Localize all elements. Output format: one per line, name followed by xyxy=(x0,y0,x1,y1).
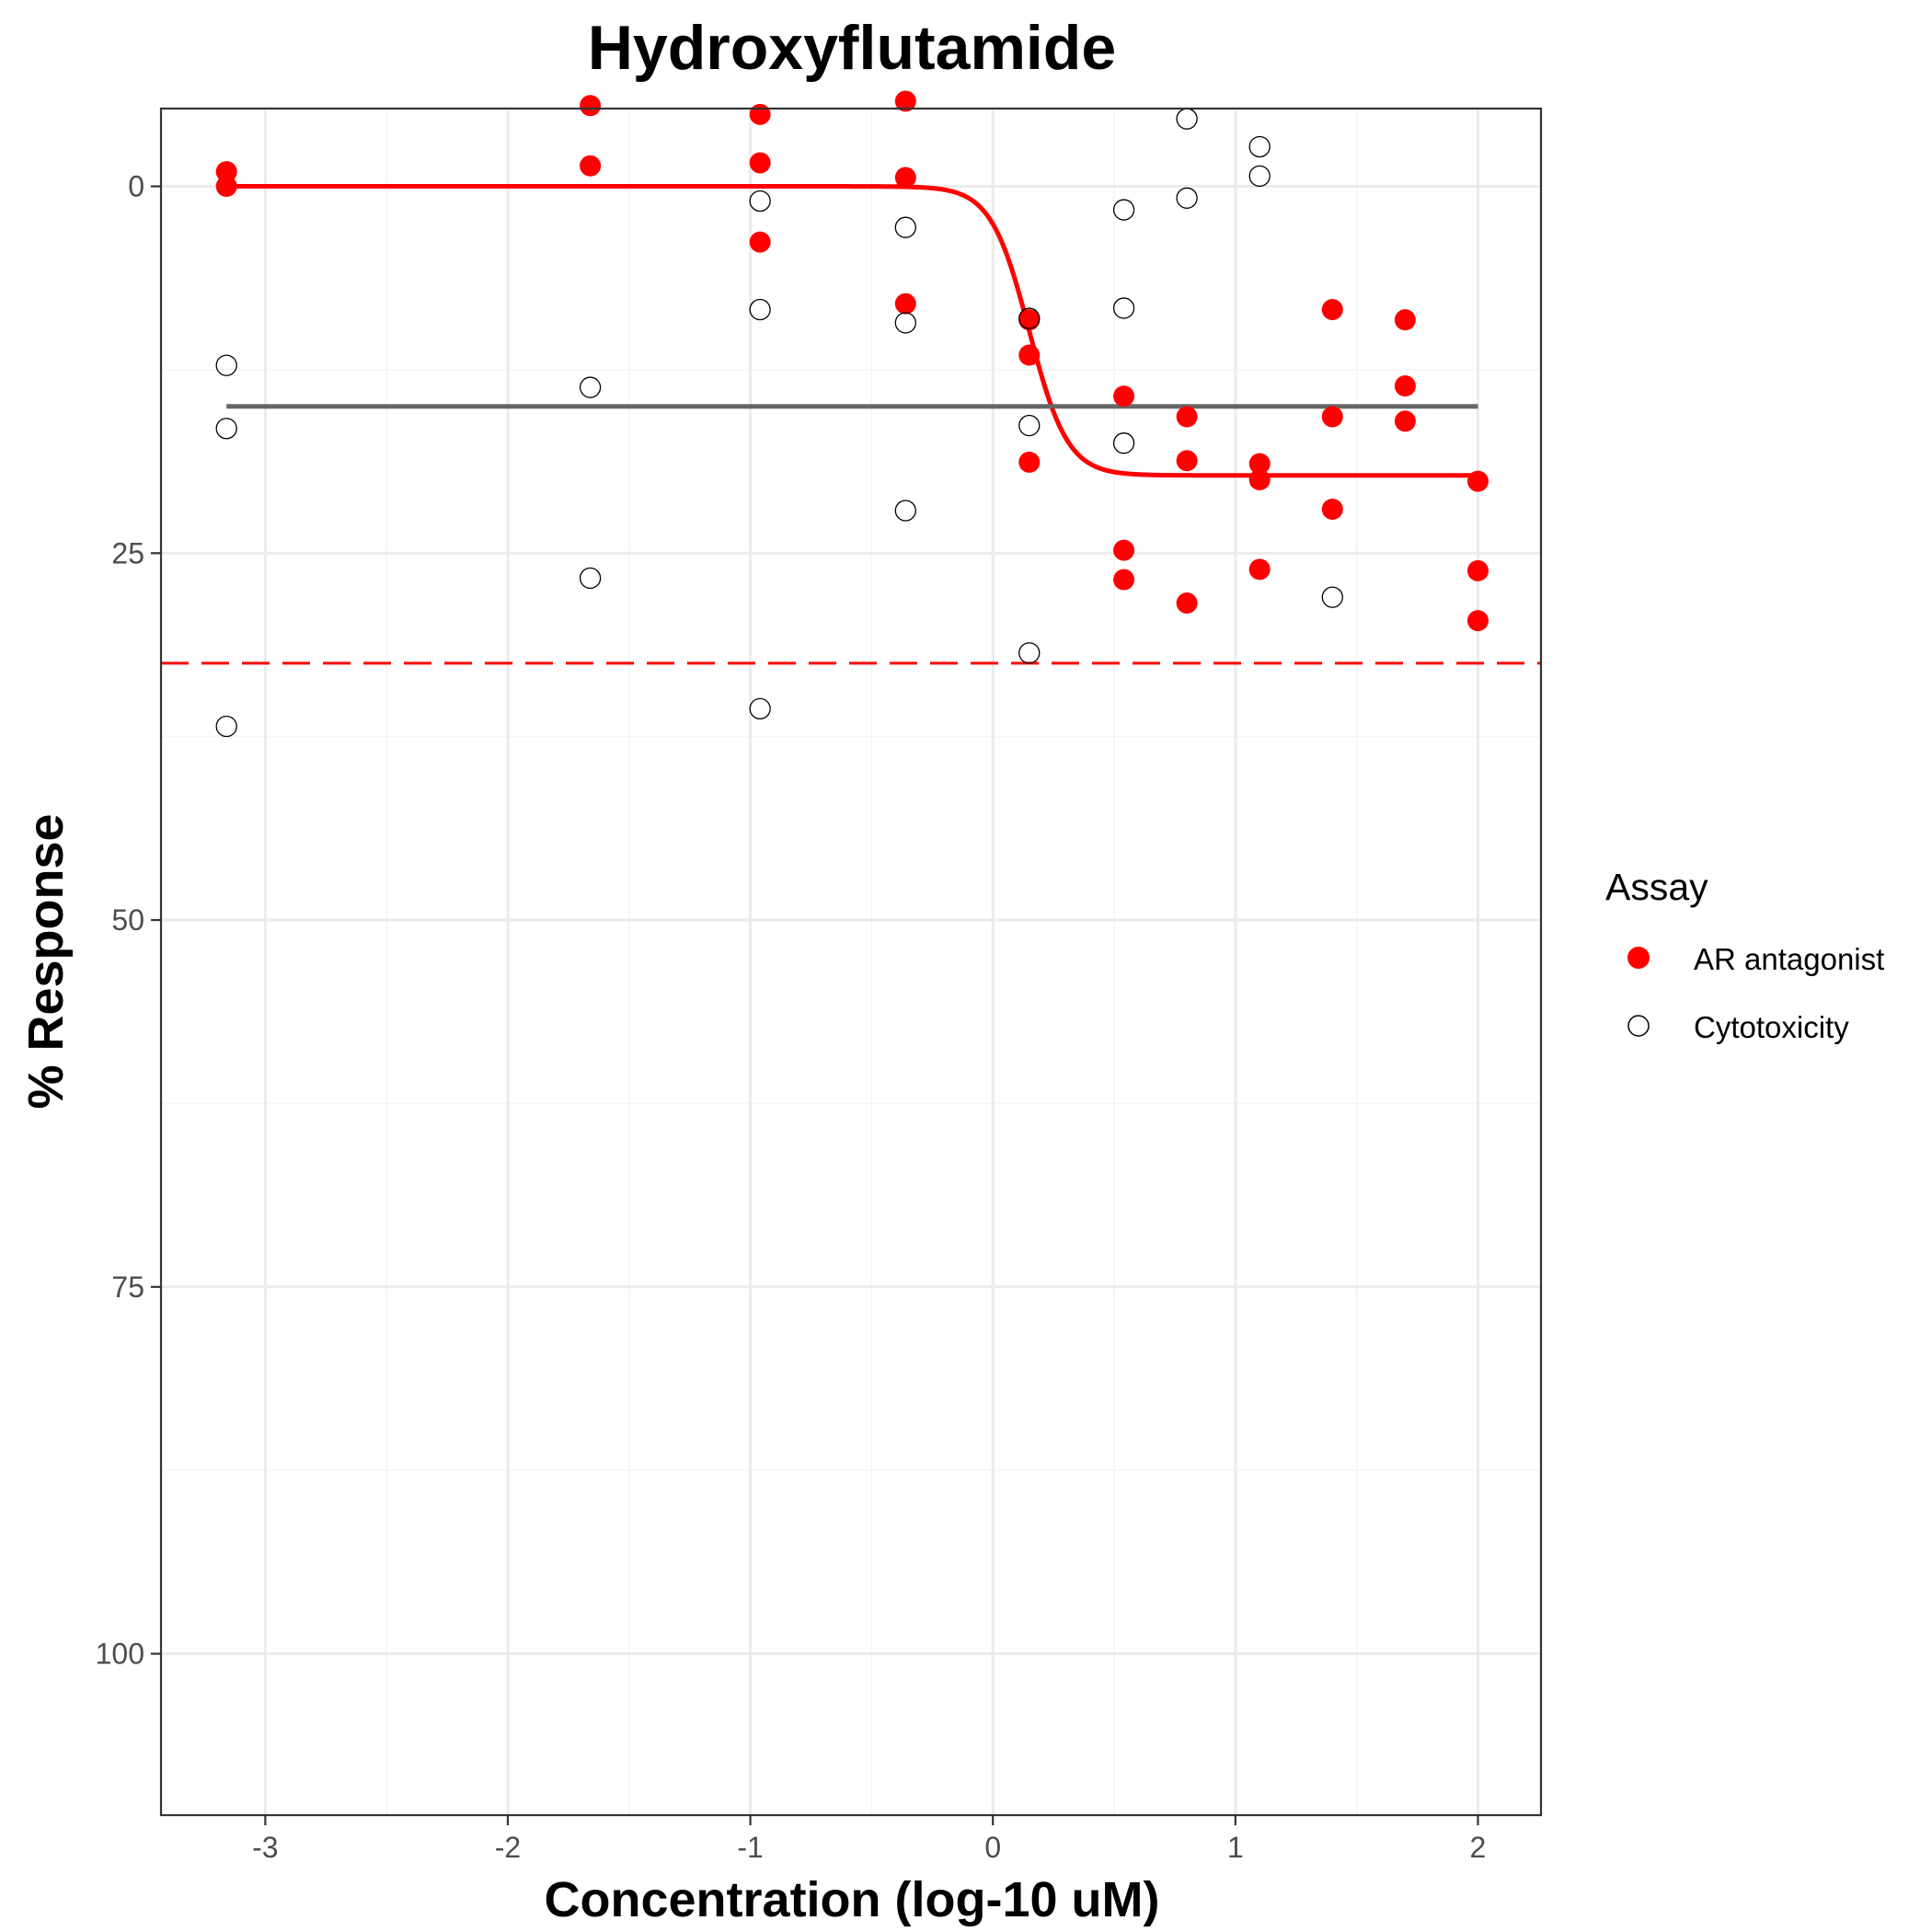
point-ar-antagonist xyxy=(215,161,237,183)
point-ar-antagonist xyxy=(749,103,771,125)
point-ar-antagonist xyxy=(1394,374,1416,397)
point-cytotoxicity xyxy=(1112,199,1135,221)
x-tick-label: -2 xyxy=(495,1831,521,1864)
point-cytotoxicity xyxy=(1018,307,1041,329)
plot-background xyxy=(161,109,1541,1815)
point-cytotoxicity xyxy=(1112,432,1135,454)
point-ar-antagonist xyxy=(749,231,771,253)
fit-lines xyxy=(226,184,1478,478)
legend-label-ar-antagonist: AR antagonist xyxy=(1694,942,1884,976)
point-ar-antagonist xyxy=(580,95,602,117)
point-cytotoxicity xyxy=(749,298,771,321)
y-tick-label: 25 xyxy=(111,536,144,569)
point-cytotoxicity xyxy=(1248,165,1271,188)
legend-item-cytotoxicity: Cytotoxicity xyxy=(1627,1010,1849,1044)
plot-panel xyxy=(159,90,1543,1817)
point-ar-antagonist xyxy=(894,167,916,189)
point-cytotoxicity xyxy=(894,312,916,334)
point-cytotoxicity xyxy=(749,190,771,213)
point-ar-antagonist xyxy=(1176,406,1198,428)
point-ar-antagonist xyxy=(1113,539,1135,561)
point-ar-antagonist xyxy=(1018,451,1041,473)
data-points xyxy=(215,90,1489,738)
x-axis: -3 -2 -1 0 1 2 xyxy=(252,1815,1486,1864)
point-cytotoxicity xyxy=(215,715,237,738)
point-ar-antagonist xyxy=(1113,385,1135,408)
point-cytotoxicity xyxy=(579,376,602,398)
point-cytotoxicity xyxy=(1321,586,1343,608)
point-cytotoxicity xyxy=(894,216,916,238)
point-ar-antagonist xyxy=(1466,610,1489,632)
point-cytotoxicity xyxy=(579,567,602,590)
y-tick-label: 0 xyxy=(128,170,144,203)
point-ar-antagonist xyxy=(1248,469,1271,491)
legend-title: Assay xyxy=(1605,866,1708,908)
x-tick-label: -3 xyxy=(252,1831,278,1864)
point-ar-antagonist xyxy=(1248,453,1271,475)
point-ar-antagonist xyxy=(1394,309,1416,331)
y-tick-label: 50 xyxy=(111,903,144,937)
point-ar-antagonist xyxy=(1466,470,1489,492)
x-tick-label: 2 xyxy=(1470,1831,1487,1864)
grid-lines xyxy=(161,109,1541,1815)
point-ar-antagonist xyxy=(1321,498,1343,520)
legend-item-ar-antagonist: AR antagonist xyxy=(1627,942,1884,976)
point-ar-antagonist xyxy=(749,152,771,174)
point-cytotoxicity xyxy=(1176,187,1198,209)
point-cytotoxicity xyxy=(215,418,237,440)
point-cytotoxicity xyxy=(1248,135,1271,158)
plot-border xyxy=(159,107,1543,1817)
point-cytotoxicity xyxy=(894,500,916,522)
point-cytotoxicity xyxy=(1112,297,1135,319)
point-ar-antagonist xyxy=(1394,410,1416,432)
point-ar-antagonist xyxy=(1466,559,1489,581)
point-cytotoxicity xyxy=(215,354,237,376)
legend: Assay AR antagonist Cytotoxicity xyxy=(1605,866,1884,1044)
point-ar-antagonist xyxy=(1176,592,1198,615)
point-ar-antagonist xyxy=(894,90,916,112)
point-cytotoxicity xyxy=(749,697,771,720)
point-ar-antagonist xyxy=(1248,558,1271,581)
legend-key-cytotoxicity xyxy=(1627,1015,1650,1037)
y-axis-title: % Response xyxy=(18,813,74,1109)
point-ar-antagonist xyxy=(1018,309,1041,331)
point-cytotoxicity xyxy=(1018,414,1041,437)
point-ar-antagonist xyxy=(1321,299,1343,321)
legend-label-cytotoxicity: Cytotoxicity xyxy=(1694,1010,1849,1044)
point-ar-antagonist xyxy=(894,293,916,315)
x-tick-label: 0 xyxy=(984,1831,1001,1864)
point-ar-antagonist xyxy=(1176,450,1198,472)
point-ar-antagonist xyxy=(1018,344,1041,366)
fit-curve-ar-antagonist xyxy=(226,184,1478,478)
x-tick-label: -1 xyxy=(737,1831,763,1864)
x-tick-label: 1 xyxy=(1227,1831,1244,1864)
y-axis: 0 25 50 75 100 xyxy=(96,170,161,1671)
legend-key-ar-antagonist xyxy=(1627,947,1650,969)
chart-title: Hydroxyflutamide xyxy=(588,13,1116,83)
x-axis-title: Concentration (log-10 uM) xyxy=(545,1872,1160,1927)
point-ar-antagonist xyxy=(1321,406,1343,428)
y-tick-label: 100 xyxy=(96,1638,144,1671)
point-ar-antagonist xyxy=(1113,569,1135,591)
point-cytotoxicity xyxy=(1018,642,1041,664)
point-ar-antagonist xyxy=(580,155,602,177)
point-ar-antagonist xyxy=(215,176,237,198)
y-tick-label: 75 xyxy=(111,1271,144,1304)
